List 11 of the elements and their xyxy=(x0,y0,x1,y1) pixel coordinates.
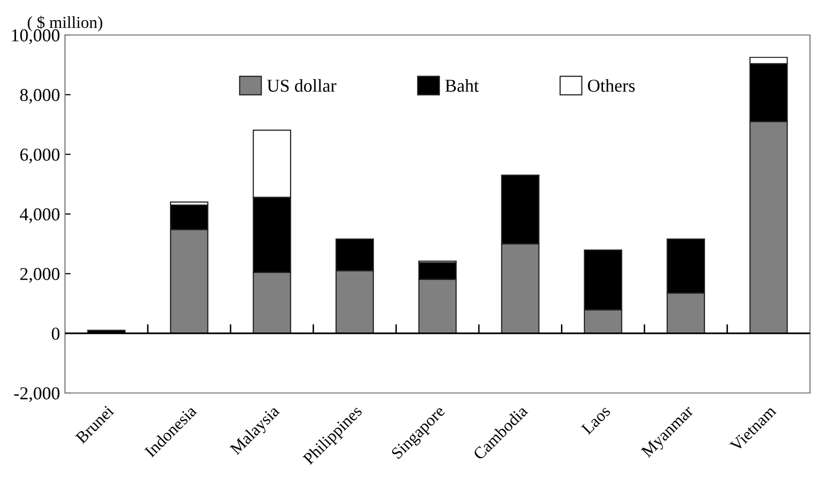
y-tick-label: 6,000 xyxy=(20,148,60,164)
y-tick-label: 8,000 xyxy=(20,88,60,104)
x-tick-label: Laos xyxy=(580,405,611,435)
legend-label: US dollar xyxy=(267,79,336,92)
y-tick-label: 2,000 xyxy=(20,268,60,283)
y-tick-label: -2,000 xyxy=(14,387,60,402)
y-tick-label: 0 xyxy=(52,328,60,340)
y-tick-label: 10,000 xyxy=(12,29,60,44)
legend-label: Others xyxy=(588,79,635,92)
legend-label: Baht xyxy=(445,79,479,92)
y-tick-label: 4,000 xyxy=(20,208,60,224)
